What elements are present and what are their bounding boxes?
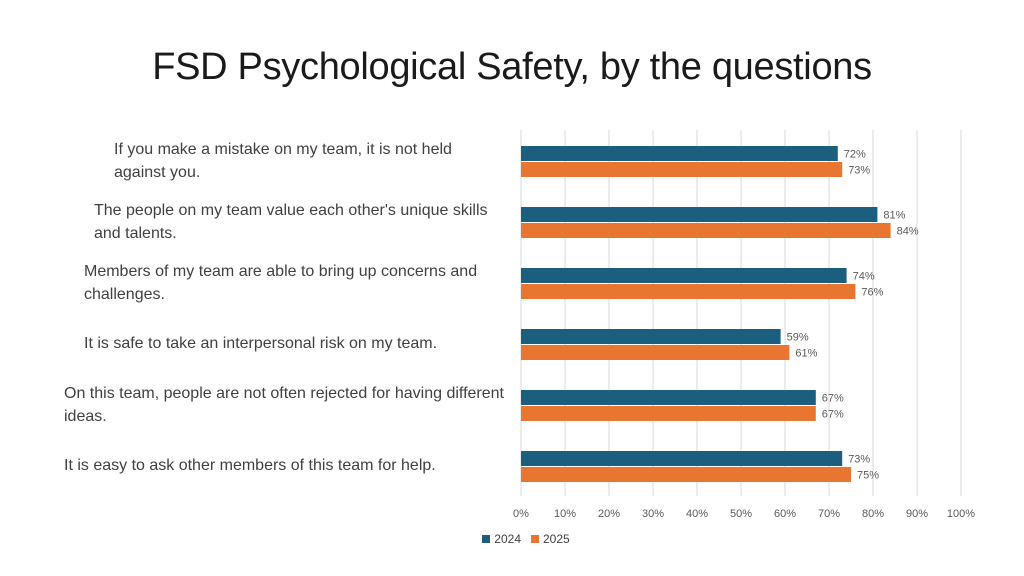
legend: 2024 2025: [0, 532, 1024, 546]
legend-label-2025: 2025: [543, 532, 570, 546]
x-tick-label: 90%: [906, 508, 928, 520]
data-label: 84%: [897, 226, 919, 238]
bar-2025-4: [521, 345, 790, 360]
x-tick-label: 80%: [862, 508, 884, 520]
data-label: 75%: [857, 470, 879, 482]
bar-2024-6: [521, 451, 843, 466]
data-label: 73%: [848, 165, 870, 177]
bar-2024-1: [521, 146, 838, 161]
category-label-3: Members of my team are able to bring up …: [84, 263, 478, 303]
data-label: 59%: [787, 332, 809, 344]
x-tick-label: 0%: [513, 508, 529, 520]
data-label: 74%: [853, 271, 875, 283]
x-tick-label: 30%: [642, 508, 664, 520]
bar-2025-6: [521, 467, 851, 482]
x-tick-label: 100%: [947, 508, 975, 520]
data-label: 67%: [822, 393, 844, 405]
slide-title: FSD Psychological Safety, by the questio…: [152, 46, 872, 88]
x-tick-label: 40%: [686, 508, 708, 520]
bar-2024-4: [521, 329, 781, 344]
data-label: 81%: [883, 210, 905, 222]
category-label-4: It is safe to take an interpersonal risk…: [84, 335, 438, 352]
bar-2024-3: [521, 268, 847, 283]
category-label-1: If you make a mistake on my team, it is …: [114, 141, 452, 181]
bar-2025-5: [521, 406, 816, 421]
data-label: 67%: [822, 409, 844, 421]
bar-2025-2: [521, 223, 891, 238]
data-label: 61%: [795, 348, 817, 360]
legend-swatch-2025: [531, 535, 539, 543]
bar-2024-2: [521, 207, 878, 222]
bar-2025-1: [521, 162, 843, 177]
x-tick-label: 20%: [598, 508, 620, 520]
legend-swatch-2024: [482, 535, 491, 543]
data-label: 72%: [844, 149, 866, 161]
x-tick-label: 50%: [730, 508, 752, 520]
bar-2025-3: [521, 284, 856, 299]
category-label-5: On this team, people are not often rejec…: [64, 385, 504, 425]
category-label-6: It is easy to ask other members of this …: [64, 457, 436, 474]
x-tick-label: 70%: [818, 508, 840, 520]
legend-item-2025: 2025: [531, 532, 570, 546]
legend-label-2024: 2024: [494, 532, 521, 546]
data-label: 73%: [848, 454, 870, 466]
bar-2024-5: [521, 390, 816, 405]
legend-item-2024: 2024: [482, 532, 521, 546]
category-label-2: The people on my team value each other's…: [94, 202, 488, 242]
x-tick-label: 10%: [554, 508, 576, 520]
data-label: 76%: [861, 287, 883, 299]
x-tick-label: 60%: [774, 508, 796, 520]
